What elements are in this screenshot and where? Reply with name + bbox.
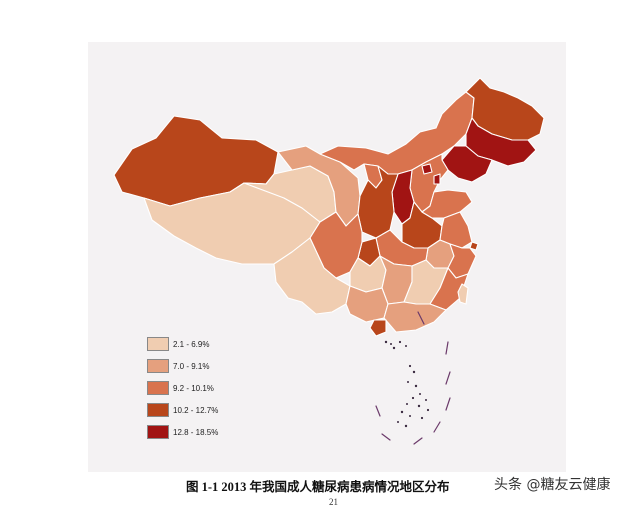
map-legend: 2.1 - 6.9% 7.0 - 9.1% 9.2 - 10.1% 10.2 -… — [147, 334, 218, 444]
legend-item: 2.1 - 6.9% — [147, 334, 218, 354]
legend-item: 12.8 - 18.5% — [147, 422, 218, 442]
legend-label: 7.0 - 9.1% — [173, 361, 210, 371]
province-guangxi — [345, 285, 389, 323]
province-tianjin — [433, 173, 441, 185]
legend-swatch — [147, 403, 169, 417]
province-shaanxi — [357, 165, 399, 239]
legend-swatch — [147, 381, 169, 395]
province-hainan — [369, 319, 387, 337]
legend-item: 7.0 - 9.1% — [147, 356, 218, 376]
province-guangdong — [383, 301, 447, 333]
south-china-sea-islands — [375, 311, 451, 445]
figure-caption: 图 1-1 2013 年我国成人糖尿病患病情况地区分布 — [186, 480, 450, 494]
legend-label: 12.8 - 18.5% — [173, 427, 219, 437]
province-taiwan — [457, 283, 469, 305]
legend-swatch — [147, 425, 169, 439]
watermark-text: 头条 @糖友云健康 — [494, 477, 611, 493]
legend-label: 2.1 - 6.9% — [173, 339, 210, 349]
legend-swatch — [147, 337, 169, 351]
province-shanghai — [469, 241, 479, 251]
legend-item: 9.2 - 10.1% — [147, 378, 218, 398]
legend-label: 9.2 - 10.1% — [173, 383, 214, 393]
province-beijing — [421, 163, 433, 175]
page-number: 21 — [329, 497, 338, 507]
legend-swatch — [147, 359, 169, 373]
legend-label: 10.2 - 12.7% — [173, 405, 219, 415]
province-shandong — [421, 189, 473, 219]
legend-item: 10.2 - 12.7% — [147, 400, 218, 420]
china-choropleth-map — [113, 77, 545, 445]
